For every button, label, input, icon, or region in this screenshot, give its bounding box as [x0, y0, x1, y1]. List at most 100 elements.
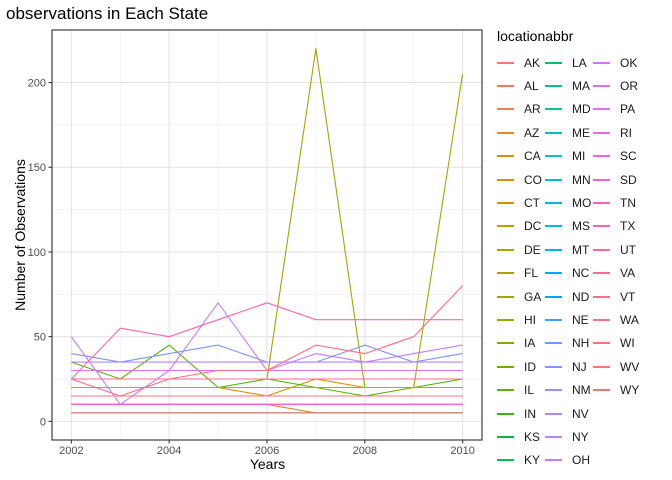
legend-item-co: CO: [497, 168, 545, 191]
legend-label: MA: [572, 79, 590, 94]
y-axis-label: Number of Observations: [12, 159, 28, 311]
legend-item-ny: NY: [545, 425, 593, 448]
legend-key: [545, 435, 562, 438]
x-axis: 2002 2004 2006 2008 2010: [59, 440, 475, 457]
legend-key: [545, 342, 562, 345]
legend-label: OR: [620, 79, 638, 94]
legend-item-de: DE: [497, 238, 545, 261]
x-axis-label: Years: [249, 456, 286, 472]
legend-label: WV: [620, 359, 640, 374]
legend-key: [593, 155, 610, 158]
legend-item-ia: IA: [497, 332, 545, 355]
legend-label: MI: [572, 149, 586, 164]
x-tick-label: 2010: [450, 445, 474, 457]
legend-key: [497, 108, 514, 111]
legend-key: [593, 342, 610, 345]
legend-item-mi: MI: [545, 145, 593, 168]
y-tick-label: 150: [28, 162, 46, 174]
legend-key: [593, 202, 610, 205]
legend-label: DC: [524, 219, 542, 234]
legend-key: [497, 295, 514, 298]
legend-item-sd: SD: [593, 168, 641, 191]
legend-key: [497, 318, 514, 321]
legend-item-mo: MO: [545, 191, 593, 214]
legend-key: [545, 389, 562, 392]
legend-key: [497, 85, 514, 88]
legend-item-me: ME: [545, 121, 593, 144]
legend-item-fl: FL: [497, 262, 545, 285]
legend-label: AZ: [524, 125, 540, 140]
x-tick-label: 2002: [59, 445, 83, 457]
legend-key: [545, 225, 562, 228]
legend-label: NH: [572, 336, 590, 351]
legend-label: GA: [524, 289, 542, 304]
legend-label: MT: [572, 242, 590, 257]
legend-key: [497, 342, 514, 345]
legend-column: OK OR PA RI SC SD TN TX UT VA VT WA WI WV WY: [593, 51, 641, 472]
legend-key: [593, 295, 610, 298]
legend-item-nj: NJ: [545, 355, 593, 378]
legend-key: [593, 365, 610, 368]
legend-label: AL: [524, 79, 539, 94]
legend-key: [497, 272, 514, 275]
legend-item-nd: ND: [545, 285, 593, 308]
legend-label: AR: [524, 102, 541, 117]
x-tick-label: 2008: [353, 445, 377, 457]
legend-item-ky: KY: [497, 449, 545, 472]
legend-key: [545, 61, 562, 64]
legend-label: UT: [620, 242, 636, 257]
legend-key: [497, 178, 514, 181]
legend-item-il: IL: [497, 378, 545, 401]
legend-key: [593, 178, 610, 181]
legend-key: [545, 318, 562, 321]
legend-key: [497, 412, 514, 415]
legend-key: [593, 272, 610, 275]
legend-key: [497, 248, 514, 251]
legend-key: [593, 85, 610, 88]
legend-key: [545, 202, 562, 205]
legend-key: [497, 389, 514, 392]
legend-label: SD: [620, 172, 637, 187]
legend-label: MO: [572, 196, 592, 211]
legend-label: AK: [524, 55, 541, 70]
legend-label: ID: [524, 359, 536, 374]
legend-title: locationabbr: [497, 28, 574, 44]
legend-key: [545, 365, 562, 368]
legend-key: [593, 248, 610, 251]
legend-item-id: ID: [497, 355, 545, 378]
x-tick-label: 2004: [157, 445, 181, 457]
series-line-wa: [71, 285, 463, 397]
legend-item-sc: SC: [593, 145, 641, 168]
legend-key: [593, 108, 610, 111]
legend-label: VT: [620, 289, 636, 304]
legend-key: [497, 435, 514, 438]
legend-key: [593, 389, 610, 392]
legend-item-hi: HI: [497, 308, 545, 331]
legend-key: [497, 459, 514, 462]
legend-item-ak: AK: [497, 51, 545, 74]
legend-label: NC: [572, 266, 590, 281]
legend-label: WY: [620, 383, 640, 398]
legend-label: SC: [620, 149, 637, 164]
legend-item-nm: NM: [545, 378, 593, 401]
legend-key: [593, 131, 610, 134]
legend-columns: AK AL AR AZ CA CO CT DC DE FL GA HI IA ID IL IN KS KY LA MA…: [497, 51, 669, 472]
legend-label: OK: [620, 55, 638, 70]
major-gridlines: [52, 30, 482, 440]
legend-item-mn: MN: [545, 168, 593, 191]
legend-key: [497, 155, 514, 158]
legend-item-ar: AR: [497, 98, 545, 121]
legend-label: TN: [620, 196, 636, 211]
legend-key: [545, 178, 562, 181]
chart-title: observations in Each State: [6, 4, 209, 23]
legend-item-ut: UT: [593, 238, 641, 261]
series-line-tx: [70, 302, 463, 380]
legend-column: LA MA MD ME MI MN MO MS MT NC ND NE NH NJ NM NV NY OH: [545, 51, 593, 472]
legend-label: NY: [572, 429, 589, 444]
legend-label: TX: [620, 219, 636, 234]
legend-key: [545, 295, 562, 298]
legend-label: DE: [524, 242, 541, 257]
legend-label: IA: [524, 336, 536, 351]
legend-label: KS: [524, 429, 541, 444]
legend-label: MS: [572, 219, 590, 234]
